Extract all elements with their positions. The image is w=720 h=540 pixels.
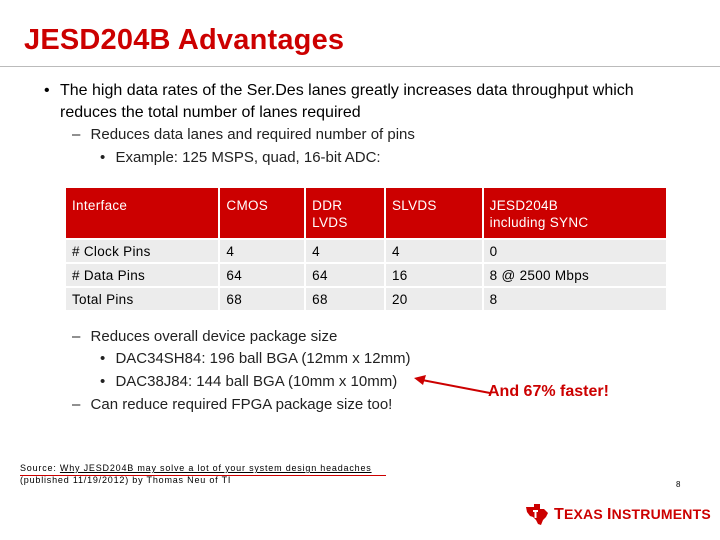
sub-bullet-fpga-text: Can reduce required FPGA package size to… [90, 396, 393, 413]
sub-sub-bullet-example-text: Example: 125 MSPS, quad, 16-bit ADC: [115, 149, 381, 166]
dash-marker: – [72, 396, 81, 413]
table-row: # Data Pins 64 64 16 8 @ 2500 Mbps [66, 264, 666, 286]
bullet-marker: • [100, 373, 106, 390]
table-cell: 8 @ 2500 Mbps [483, 264, 666, 286]
dash-marker: – [72, 328, 81, 345]
sub-bullet-lanes-text: Reduces data lanes and required number o… [90, 126, 415, 143]
sub-sub-bullet-example: • Example: 125 MSPS, quad, 16-bit ADC: [100, 148, 381, 168]
table-header-jesd204b: JESD204B including SYNC [483, 188, 666, 238]
table-cell: 16 [385, 264, 482, 286]
sub-bullet-fpga: – Can reduce required FPGA package size … [72, 395, 392, 415]
table-header-cmos: CMOS [220, 188, 305, 238]
main-bullet-text: The high data rates of the Ser.Des lanes… [60, 82, 634, 121]
slide-title: JESD204B Advantages [24, 24, 345, 56]
sub-bullet-package-text: Reduces overall device package size [90, 328, 338, 345]
table-header-row: Interface CMOS DDR LVDS SLVDS JESD204B i… [66, 188, 666, 238]
table-cell: 20 [385, 288, 482, 310]
source-citation: Source: Why JESD204B may solve a lot of … [20, 462, 372, 486]
ti-wordmark: TEXAS INSTRUMENTS [554, 506, 711, 523]
ti-state-icon [526, 504, 548, 525]
table-header-interface: Interface [66, 188, 219, 238]
source-divider [20, 475, 386, 476]
pin-comparison-table: Interface CMOS DDR LVDS SLVDS JESD204B i… [64, 186, 668, 312]
table-row: # Clock Pins 4 4 4 0 [66, 240, 666, 262]
ti-logo: TEXAS INSTRUMENTS [524, 504, 711, 526]
bullet-marker: • [44, 82, 50, 99]
callout-arrow-icon [414, 375, 491, 394]
table-cell: 4 [220, 240, 305, 262]
sub-bullet-package: – Reduces overall device package size [72, 327, 337, 347]
bullet-marker: • [100, 149, 106, 166]
source-link[interactable]: Why JESD204B may solve a lot of your sys… [59, 463, 372, 473]
sub-sub-bullet-dac38j84-text: DAC38J84: 144 ball BGA (10mm x 10mm) [115, 373, 398, 390]
sub-sub-bullet-dac38j84: • DAC38J84: 144 ball BGA (10mm x 10mm) [100, 372, 397, 392]
table-cell: 0 [483, 240, 666, 262]
table-cell: 68 [220, 288, 305, 310]
table-header-ddr-lvds: DDR LVDS [306, 188, 384, 238]
bullet-marker: • [100, 350, 106, 367]
speed-callout: And 67% faster! [488, 383, 609, 400]
page-number: 8 [676, 480, 681, 489]
table-cell: 8 [483, 288, 666, 310]
sub-sub-bullet-dac34sh84-text: DAC34SH84: 196 ball BGA (12mm x 12mm) [115, 350, 411, 367]
sub-sub-bullet-dac34sh84: • DAC34SH84: 196 ball BGA (12mm x 12mm) [100, 349, 411, 369]
table-cell: Total Pins [66, 288, 219, 310]
title-divider [0, 66, 720, 67]
source-prefix: Source: [20, 463, 60, 473]
table-cell: 64 [220, 264, 305, 286]
table-cell: # Data Pins [66, 264, 219, 286]
table-row: Total Pins 68 68 20 8 [66, 288, 666, 310]
source-line-2: (published 11/19/2012) by Thomas Neu of … [20, 475, 232, 485]
table-cell: 4 [385, 240, 482, 262]
table-cell: 64 [306, 264, 384, 286]
dash-marker: – [72, 126, 81, 143]
sub-bullet-lanes: – Reduces data lanes and required number… [72, 125, 415, 145]
table-cell: # Clock Pins [66, 240, 219, 262]
table-cell: 68 [306, 288, 384, 310]
table-header-slvds: SLVDS [385, 188, 482, 238]
table-cell: 4 [306, 240, 384, 262]
